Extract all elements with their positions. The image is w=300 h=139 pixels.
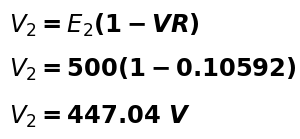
Text: $\boldsymbol{V_2 = 500(1 - 0.10592)}$: $\boldsymbol{V_2 = 500(1 - 0.10592)}$ — [9, 56, 296, 83]
Text: $\boldsymbol{V_2 = E_2(1 - VR)}$: $\boldsymbol{V_2 = E_2(1 - VR)}$ — [9, 11, 200, 39]
Text: $\boldsymbol{V_2 = 447.04\ V}$: $\boldsymbol{V_2 = 447.04\ V}$ — [9, 104, 191, 130]
